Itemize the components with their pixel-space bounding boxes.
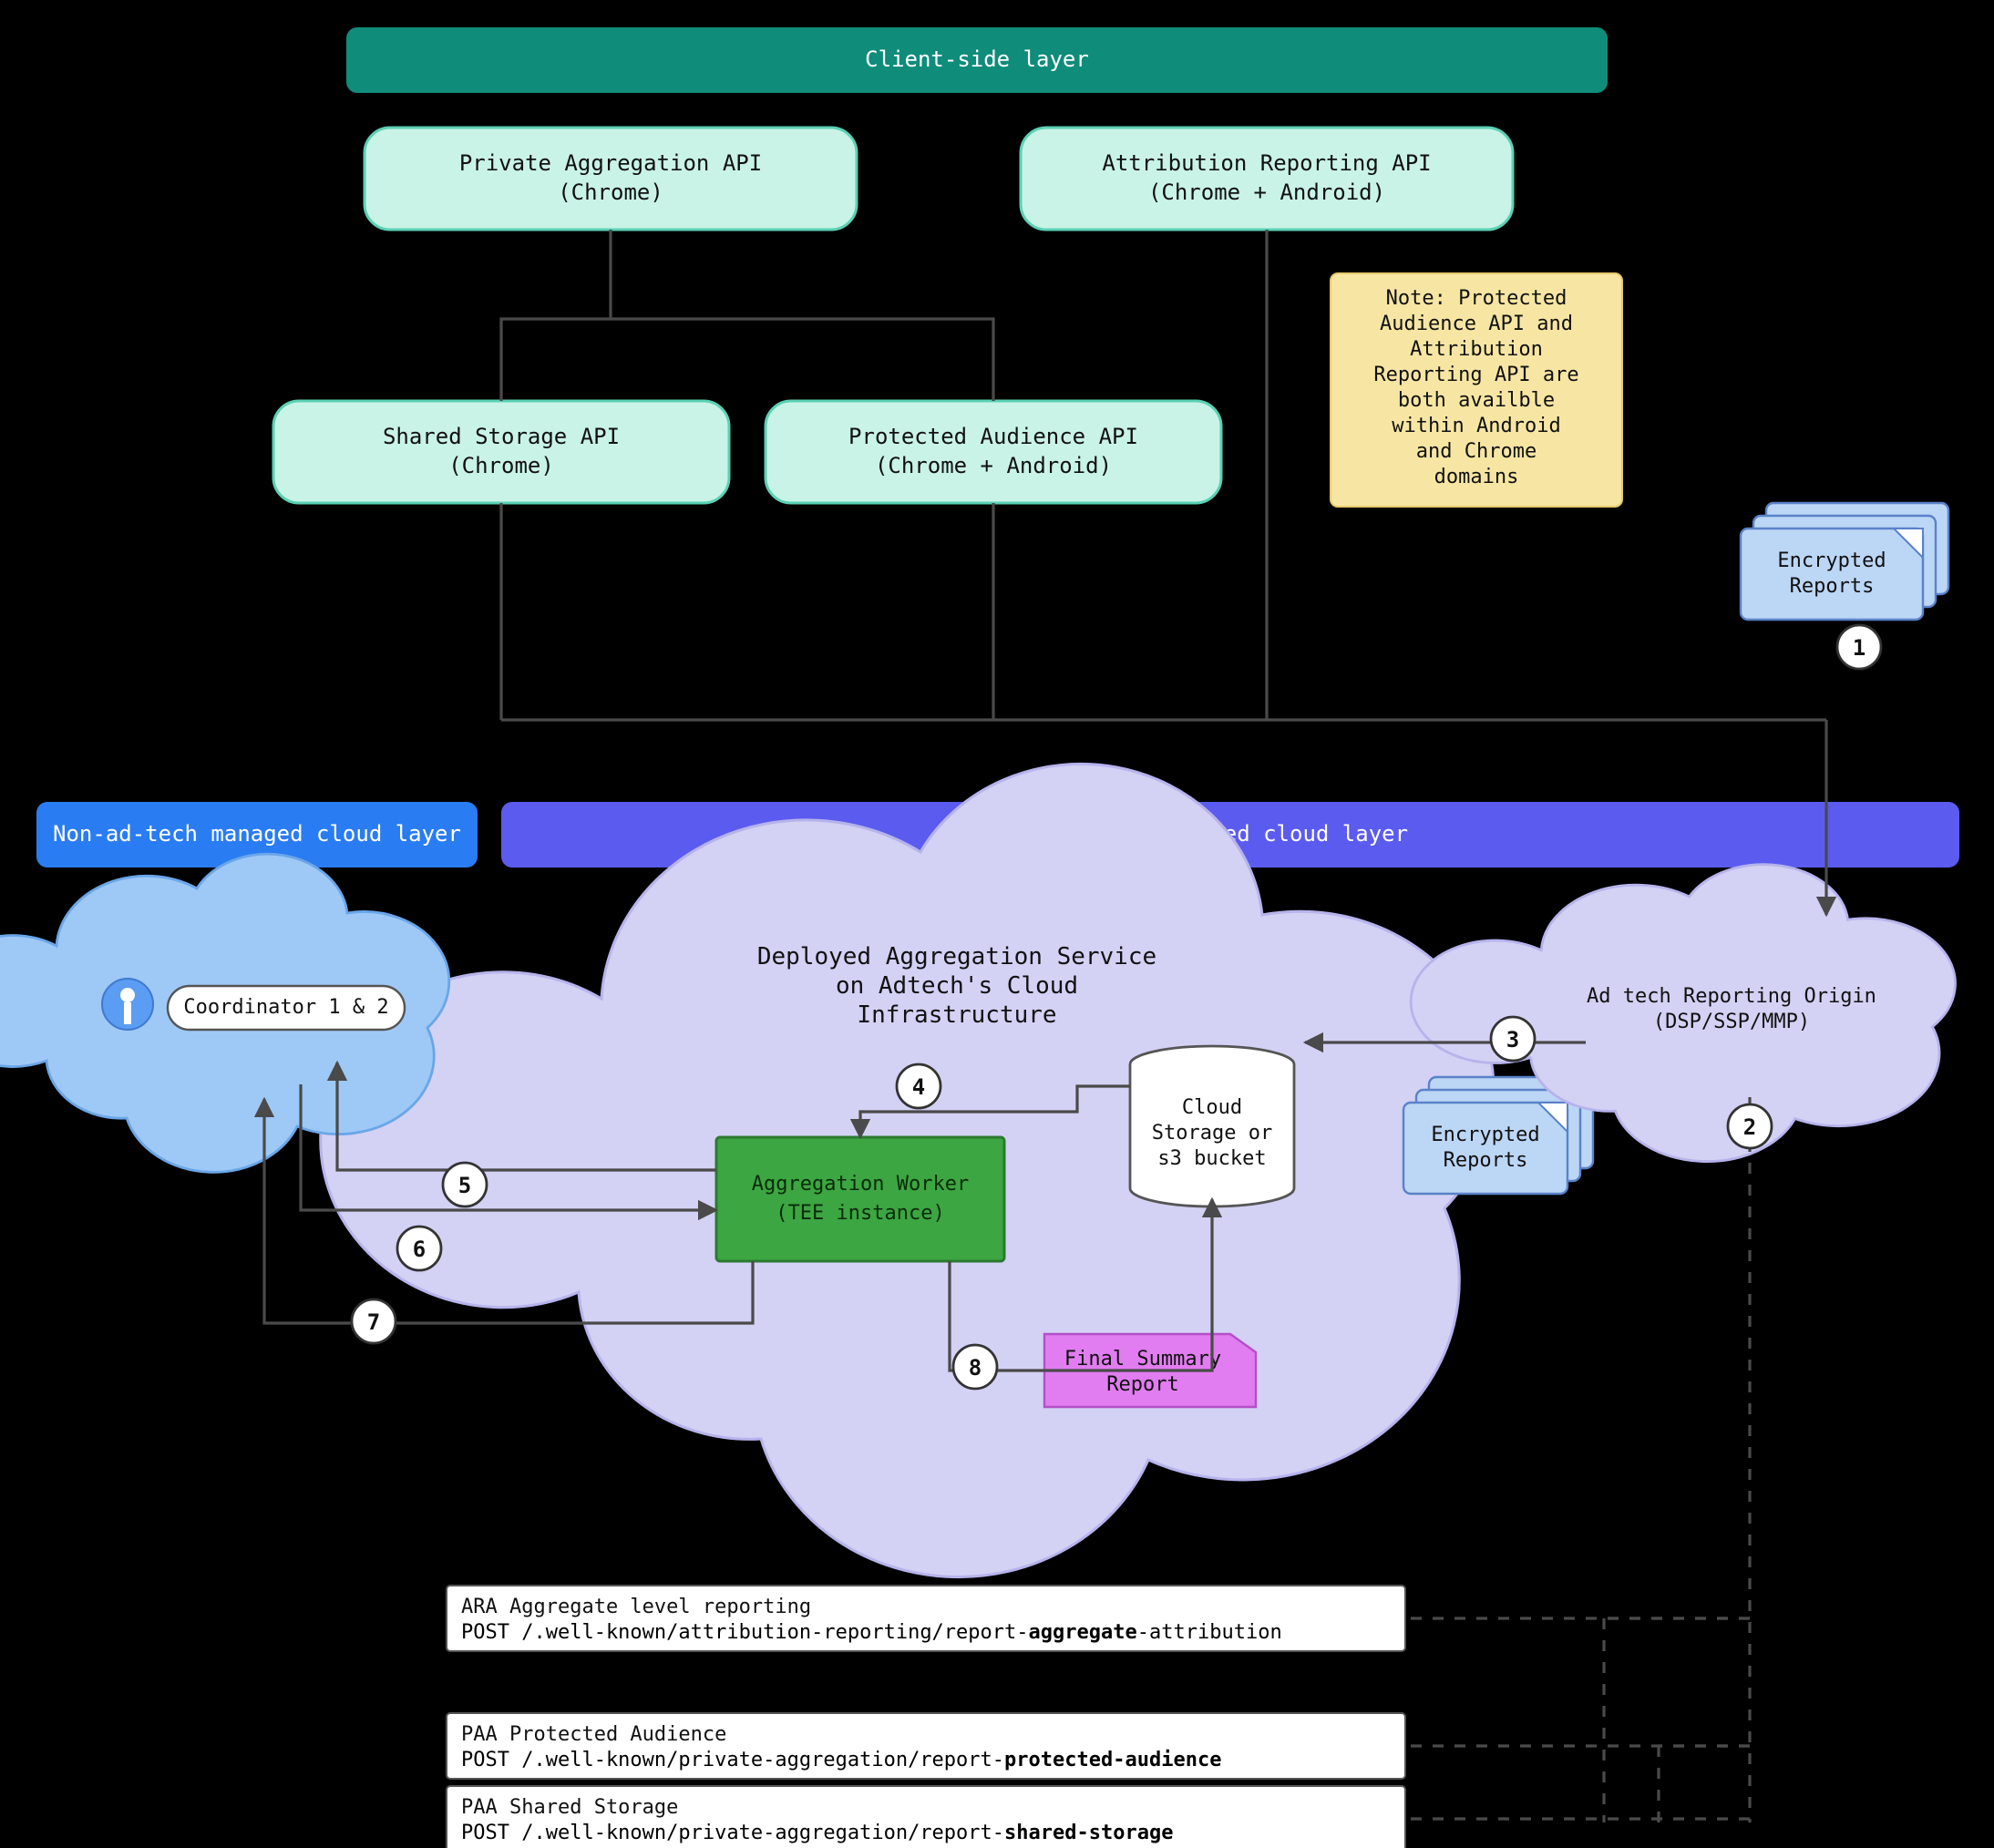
endpoint-title: PAA Shared Storage [461, 1796, 678, 1819]
endpoint-path: POST /.well-known/private-aggregation/re… [461, 1822, 1173, 1844]
endpoint-title: PAA Protected Audience [461, 1723, 726, 1746]
encrypted-reports-2-label: Reports [1444, 1149, 1528, 1172]
note-line: Note: Protected [1386, 287, 1567, 310]
layer-header-label: Non-ad-tech managed cloud layer [53, 821, 461, 847]
encrypted-reports-1-card [1741, 529, 1923, 620]
note-line: Audience API and [1380, 313, 1573, 335]
encrypted-reports-1-label: Reports [1790, 575, 1875, 598]
encrypted-reports-2-label: Encrypted [1431, 1124, 1539, 1146]
box-attribution-reporting-title: Attribution Reporting API [1102, 150, 1431, 176]
box-protected-audience-title: Protected Audience API [848, 424, 1138, 449]
final-report-label: Report [1106, 1373, 1178, 1396]
note-line: both availble [1398, 389, 1555, 412]
endpoint-title: ARA Aggregate level reporting [461, 1596, 811, 1618]
storage-label: Cloud [1182, 1096, 1242, 1119]
box-attribution-reporting-sub: (Chrome + Android) [1148, 180, 1385, 205]
adtech-origin-label: Ad tech Reporting Origin [1587, 985, 1876, 1008]
step-number: 6 [413, 1237, 426, 1262]
step-number: 4 [912, 1074, 925, 1100]
step-number: 8 [969, 1355, 982, 1381]
endpoint-path: POST /.well-known/private-aggregation/re… [461, 1749, 1221, 1771]
note-line: within Android [1392, 415, 1560, 437]
aggregation-worker [716, 1137, 1004, 1261]
encrypted-reports-2-card [1403, 1103, 1567, 1194]
step-number: 1 [1853, 635, 1866, 661]
key-icon [124, 1002, 131, 1024]
encrypted-reports-1-label: Encrypted [1777, 549, 1886, 572]
step-number: 7 [367, 1309, 380, 1335]
box-attribution-reporting [1021, 128, 1513, 230]
box-shared-storage [273, 401, 729, 503]
storage-label: Storage or [1152, 1122, 1272, 1145]
step-number: 3 [1506, 1027, 1519, 1052]
storage-label: s3 bucket [1157, 1147, 1266, 1170]
box-shared-storage-sub: (Chrome) [448, 453, 554, 478]
box-private-aggregation-sub: (Chrome) [558, 180, 663, 205]
step-number: 5 [458, 1173, 471, 1198]
box-shared-storage-title: Shared Storage API [383, 424, 620, 449]
box-private-aggregation-title: Private Aggregation API [459, 150, 762, 176]
worker-title: Aggregation Worker [752, 1173, 969, 1196]
box-private-aggregation [365, 128, 857, 230]
key-icon [120, 988, 135, 1002]
endpoint-path: POST /.well-known/attribution-reporting/… [461, 1621, 1282, 1644]
note-line: Reporting API are [1373, 364, 1578, 386]
final-report-label: Final Summary [1064, 1348, 1221, 1371]
note-line: and Chrome [1416, 440, 1537, 463]
coordinator-label: Coordinator 1 & 2 [183, 996, 388, 1019]
box-protected-audience-sub: (Chrome + Android) [875, 453, 1112, 478]
worker-sub: (TEE instance) [776, 1202, 944, 1225]
box-protected-audience [766, 401, 1221, 503]
adtech-origin-label: (DSP/SSP/MMP) [1653, 1011, 1810, 1033]
note-line: Attribution [1410, 338, 1543, 361]
step-number: 2 [1743, 1114, 1756, 1140]
note-line: domains [1434, 466, 1519, 488]
layer-header-label: Client-side layer [865, 46, 1089, 72]
